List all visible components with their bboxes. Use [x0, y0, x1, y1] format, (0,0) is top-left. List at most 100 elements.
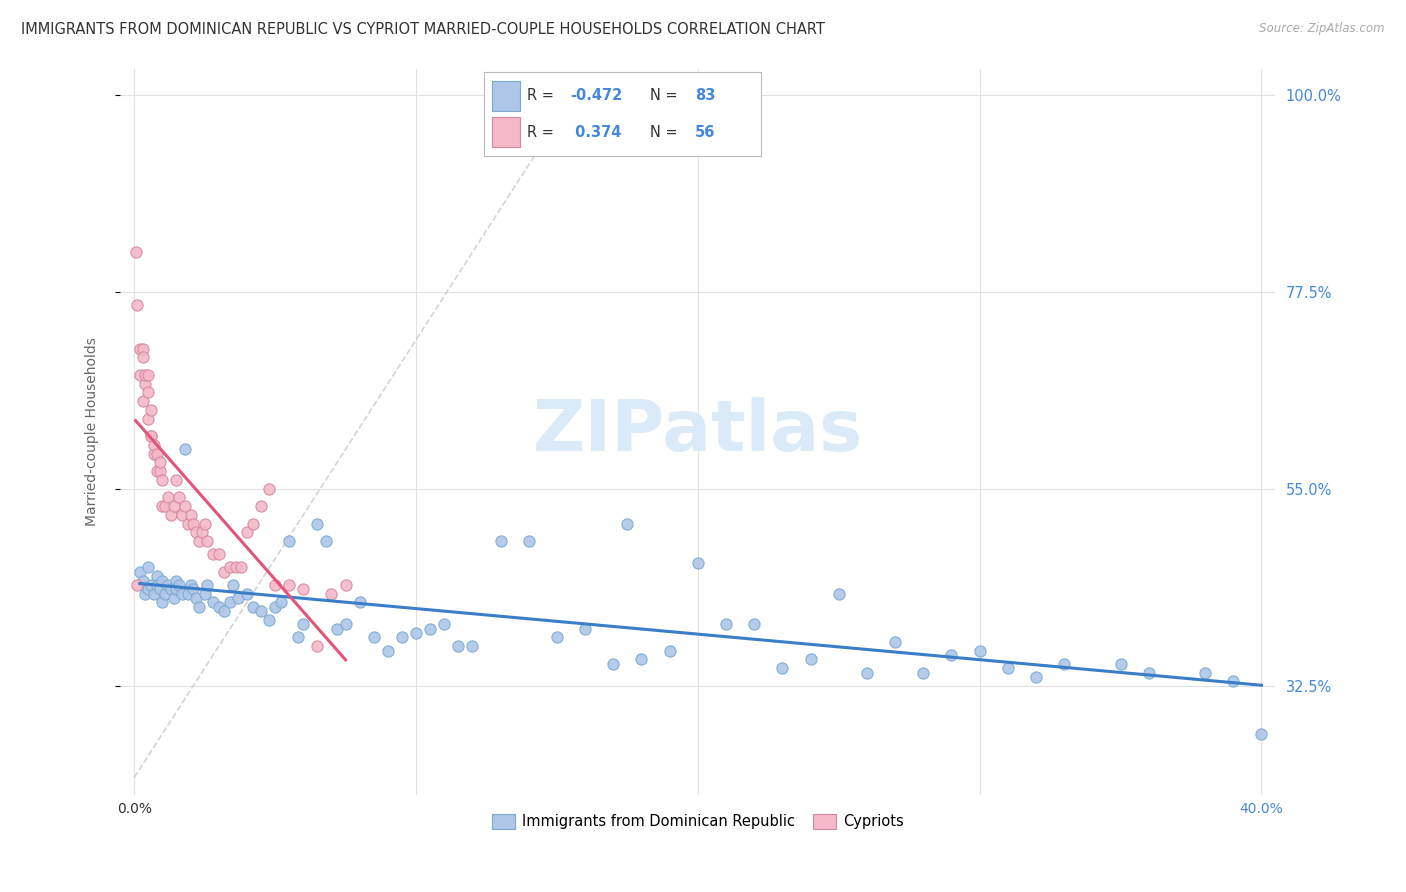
Point [214, 565, 236, 579]
Point [145, 464, 167, 478]
Point [145, 578, 167, 592]
Point [377, 643, 399, 657]
Point [742, 617, 765, 632]
Point [546, 631, 568, 645]
Point [419, 622, 441, 636]
Point [125, 298, 148, 312]
Point [828, 587, 851, 601]
Point [1222, 674, 1244, 689]
Point [1109, 657, 1132, 671]
Point [152, 595, 174, 609]
Point [259, 613, 281, 627]
Point [149, 455, 172, 469]
Point [315, 534, 337, 549]
Point [166, 473, 188, 487]
Point [335, 578, 357, 592]
Point [163, 591, 186, 606]
Point [169, 491, 191, 505]
Point [131, 574, 153, 588]
Text: ZIPatlas: ZIPatlas [533, 397, 863, 467]
Point [136, 582, 159, 597]
Text: IMMIGRANTS FROM DOMINICAN REPUBLIC VS CYPRIOT MARRIED-COUPLE HOUSEHOLDS CORRELAT: IMMIGRANTS FROM DOMINICAN REPUBLIC VS CY… [21, 22, 825, 37]
Point [152, 574, 174, 588]
Point [131, 342, 153, 356]
Point [183, 582, 205, 597]
Point [292, 582, 315, 597]
Point [912, 665, 935, 680]
Point [219, 560, 242, 574]
Point [142, 587, 165, 601]
Point [174, 442, 197, 457]
Point [236, 587, 259, 601]
Point [194, 516, 217, 531]
Point [166, 574, 188, 588]
Point [335, 617, 357, 632]
Point [128, 368, 150, 382]
Legend: Immigrants from Dominican Republic, Cypriots: Immigrants from Dominican Republic, Cypr… [485, 808, 910, 835]
Point [131, 351, 153, 365]
Point [799, 652, 821, 666]
Point [136, 385, 159, 400]
Point [997, 661, 1019, 675]
Point [208, 599, 231, 614]
Point [139, 429, 162, 443]
Point [770, 661, 793, 675]
Point [658, 643, 681, 657]
Point [177, 587, 200, 601]
Point [250, 499, 273, 513]
Point [139, 578, 162, 592]
Point [134, 376, 156, 391]
Point [145, 447, 167, 461]
Point [149, 582, 172, 597]
Point [630, 652, 652, 666]
Text: 0.0%: 0.0% [117, 802, 152, 816]
Point [278, 534, 301, 549]
Point [194, 587, 217, 601]
Point [447, 639, 470, 653]
Point [349, 595, 371, 609]
Point [136, 411, 159, 425]
Point [231, 560, 253, 574]
Point [134, 368, 156, 382]
Point [163, 499, 186, 513]
Text: 40.0%: 40.0% [1240, 802, 1284, 816]
Point [160, 582, 183, 597]
Point [202, 595, 225, 609]
Point [1053, 657, 1076, 671]
Point [228, 591, 250, 606]
Point [160, 508, 183, 522]
Point [134, 587, 156, 601]
Text: Source: ZipAtlas.com: Source: ZipAtlas.com [1260, 22, 1385, 36]
Point [149, 464, 172, 478]
Point [214, 604, 236, 618]
Point [169, 578, 191, 592]
Point [136, 368, 159, 382]
Point [145, 569, 167, 583]
Point [363, 631, 385, 645]
Point [941, 648, 963, 662]
Point [125, 578, 148, 592]
Point [128, 565, 150, 579]
Point [142, 438, 165, 452]
Point [236, 525, 259, 540]
Point [197, 534, 219, 549]
Point [155, 587, 177, 601]
Point [172, 508, 194, 522]
Point [433, 617, 456, 632]
Point [1250, 727, 1272, 741]
Point [714, 617, 737, 632]
Point [270, 595, 292, 609]
Point [391, 631, 413, 645]
Point [278, 578, 301, 592]
Point [188, 534, 211, 549]
Point [292, 617, 315, 632]
Point [264, 599, 287, 614]
Point [321, 587, 343, 601]
Point [517, 534, 540, 549]
Point [186, 525, 208, 540]
Y-axis label: Married-couple Households: Married-couple Households [86, 337, 100, 526]
Point [307, 516, 329, 531]
Point [188, 599, 211, 614]
Point [250, 604, 273, 618]
Point [1194, 665, 1216, 680]
